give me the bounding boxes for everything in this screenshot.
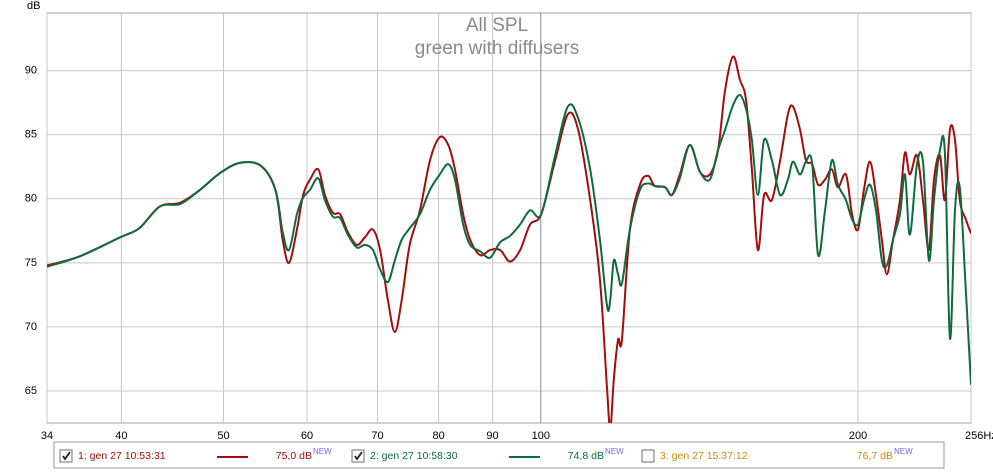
y-tick-label: 65 [25, 385, 37, 397]
legend-label: 3: gen 27 15:37:12 [660, 450, 748, 462]
x-tick-label: 256Hz [965, 430, 993, 442]
x-tick-label: 100 [532, 430, 550, 442]
x-tick-label: 40 [115, 430, 127, 442]
legend-checkbox[interactable] [351, 449, 365, 463]
x-tick-label: 50 [217, 430, 229, 442]
chart-subtitle: green with diffusers [415, 38, 579, 59]
chart-title: All SPL [466, 15, 528, 36]
x-tick-label: 200 [849, 430, 867, 442]
legend-badge: NEW [605, 447, 624, 456]
x-tick-label: 34 [41, 430, 53, 442]
y-tick-label: 80 [25, 193, 37, 205]
legend-level: 74,8 dB [568, 450, 604, 462]
y-tick-label: 90 [25, 65, 37, 77]
legend-checkbox[interactable] [59, 449, 73, 463]
legend-level: 76,7 dB [857, 450, 893, 462]
series-line [47, 93, 971, 385]
x-tick-label: 90 [486, 430, 498, 442]
y-tick-label: 70 [25, 321, 37, 333]
legend-checkbox[interactable] [641, 449, 655, 463]
legend-label: 2: gen 27 10:58:30 [370, 450, 458, 462]
legend-badge: NEW [313, 447, 332, 456]
y-axis-label: dB [27, 0, 40, 12]
x-tick-label: 70 [371, 430, 383, 442]
x-tick-label: 60 [301, 430, 313, 442]
checkmark [354, 451, 363, 461]
legend-box [53, 441, 945, 469]
plot-area [46, 12, 972, 424]
checkmark [62, 451, 71, 461]
legend-badge: NEW [894, 447, 913, 456]
y-tick-label: 85 [25, 129, 37, 141]
y-tick-label: 75 [25, 257, 37, 269]
legend-level: 75,0 dB [276, 450, 312, 462]
legend-label: 1: gen 27 10:53:31 [78, 450, 166, 462]
x-tick-label: 80 [433, 430, 445, 442]
series-line [47, 55, 971, 423]
